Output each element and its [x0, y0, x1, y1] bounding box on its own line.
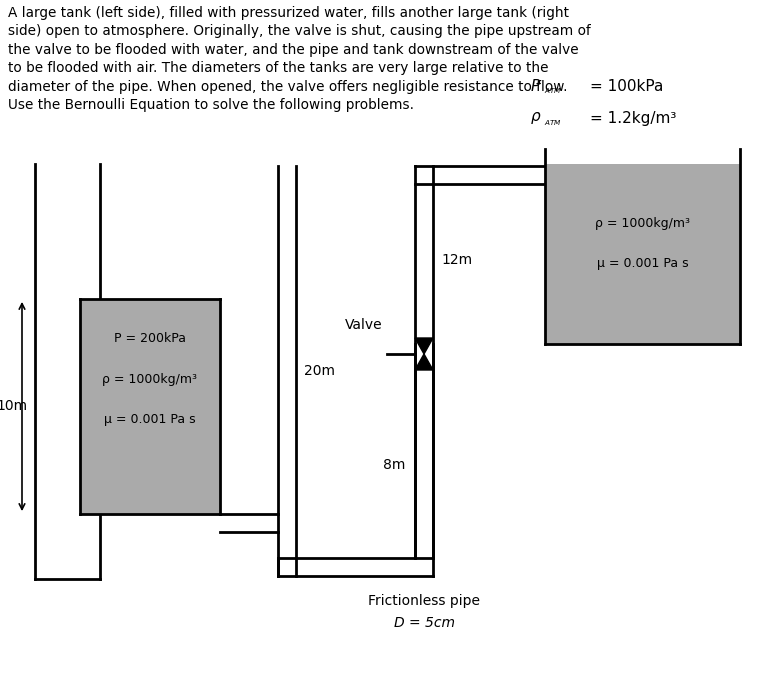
Text: 20m: 20m: [304, 364, 335, 378]
Text: D = 5cm: D = 5cm: [393, 616, 455, 630]
Text: P = 200kPa: P = 200kPa: [114, 332, 186, 345]
Bar: [80, 299, 220, 514]
Text: 8m: 8m: [383, 458, 405, 472]
Text: μ = 0.001 Pa s: μ = 0.001 Pa s: [597, 257, 688, 270]
Polygon shape: [415, 338, 433, 354]
Text: $P$: $P$: [530, 78, 542, 94]
Text: 12m: 12m: [441, 253, 472, 267]
Text: $_{ATM}$: $_{ATM}$: [544, 86, 562, 96]
Text: μ = 0.001 Pa s: μ = 0.001 Pa s: [104, 412, 196, 425]
Text: A large tank (left side), filled with pressurized water, fills another large tan: A large tank (left side), filled with pr…: [8, 6, 591, 112]
Text: 10m: 10m: [0, 399, 28, 414]
Text: ρ = 1000kg/m³: ρ = 1000kg/m³: [103, 373, 197, 386]
Text: = 100kPa: = 100kPa: [590, 79, 663, 94]
Bar: [545, 164, 740, 344]
Text: = 1.2kg/m³: = 1.2kg/m³: [590, 111, 676, 126]
Text: $\rho$: $\rho$: [530, 110, 542, 126]
Text: Frictionless pipe: Frictionless pipe: [368, 594, 480, 608]
Text: Valve: Valve: [345, 318, 383, 332]
Text: $_{ATM}$: $_{ATM}$: [544, 118, 562, 128]
Polygon shape: [415, 354, 433, 370]
Text: ρ = 1000kg/m³: ρ = 1000kg/m³: [595, 218, 690, 231]
